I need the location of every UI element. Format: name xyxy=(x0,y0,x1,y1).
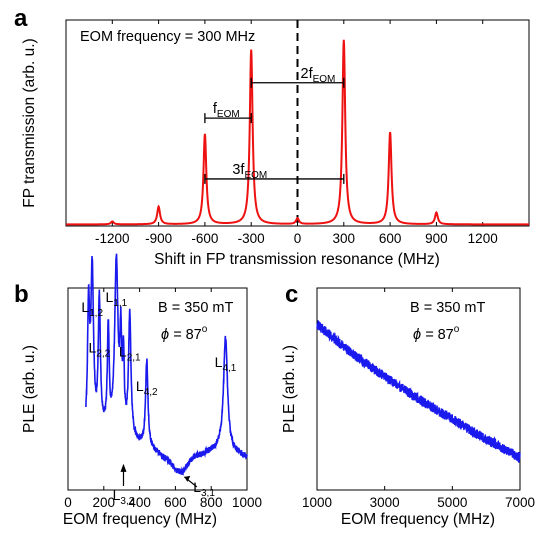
panel-a-xtick-label: -1200 xyxy=(95,231,130,246)
panel-b-peak-label: L3,1 xyxy=(193,479,215,499)
panel-a-xtick-label: -900 xyxy=(145,231,172,246)
panel-a-annotation: EOM frequency = 300 MHz xyxy=(80,29,255,45)
panel-b-angle: ϕ = 87o xyxy=(161,324,208,343)
panel-c-angle: ϕ = 87o xyxy=(413,324,460,343)
panel-b-xlabel: EOM frequency (MHz) xyxy=(63,511,217,528)
panel-b-ylabel: PLE (arb. u.) xyxy=(21,345,38,433)
panel-b-arrowhead-l31 xyxy=(184,475,191,482)
panel-b-xtick-label: 200 xyxy=(93,495,116,510)
panel-c-xtick-label: 7000 xyxy=(505,495,535,510)
panel-c-xtick-label: 3000 xyxy=(370,495,400,510)
panel-b-axes xyxy=(67,287,248,491)
panel-b-arrowhead-l32 xyxy=(120,463,127,472)
panel-a-xtick-label: 300 xyxy=(333,231,356,246)
panel-b-peak-label: L1,2 xyxy=(81,299,103,319)
panel-a-bracket-label: 3fEOM xyxy=(232,162,267,181)
panel-a-xlabel: Shift in FP transmission resonance (MHz) xyxy=(154,251,440,268)
panel-a-xtick-label: 1200 xyxy=(468,231,498,246)
panel-a-xtick-label: -300 xyxy=(238,231,265,246)
panel-c-xtick-label: 1000 xyxy=(302,495,332,510)
panel-a-letter: a xyxy=(14,5,28,32)
panel-a-xtick-label: -600 xyxy=(191,231,218,246)
panel-b-peak-labels: L1,2 L2,2 L1,1 L2,1 L4,2 L4,1 L3,2 L3,1 xyxy=(81,289,236,507)
panel-a-series-line xyxy=(66,39,529,226)
panel-c-field: B = 350 mT xyxy=(410,300,485,316)
panel-b-peak-label: L4,1 xyxy=(215,354,237,374)
panel-b-letter: b xyxy=(14,281,29,308)
panel-b-xtick-label: 0 xyxy=(64,495,72,510)
panel-c-letter: c xyxy=(285,281,298,308)
panel-a-ylabel: FP transmission (arb. u.) xyxy=(21,38,38,207)
panel-b-series-line xyxy=(85,253,248,476)
panel-b-xtick-label: 1000 xyxy=(232,495,262,510)
panel-c-series-line xyxy=(316,320,521,464)
panel-c-xticks: 1000 3000 5000 7000 xyxy=(302,288,535,510)
panel-b-peak-label: L2,1 xyxy=(119,344,141,364)
panel-a-xtick-label: 600 xyxy=(379,231,402,246)
panel-a-xtick-label: 0 xyxy=(294,231,302,246)
panel-b-field: B = 350 mT xyxy=(158,300,233,316)
panel-b-peak-label: L3,2 xyxy=(113,487,135,507)
panel-c-xtick-label: 5000 xyxy=(437,495,467,510)
panel-b-xtick-label: 600 xyxy=(164,495,187,510)
panel-b-xtick-label: 400 xyxy=(128,495,151,510)
panel-c-axes xyxy=(316,287,521,491)
panel-a-bracket-label: fEOM xyxy=(213,101,240,120)
panel-c-xlabel: EOM frequency (MHz) xyxy=(341,511,495,528)
panel-a-xtick-label: 900 xyxy=(425,231,448,246)
panel-c-ylabel: PLE (arb. u.) xyxy=(281,345,298,433)
panel-a-xticks: -1200 -900 -600 -300 0 300 600 900 1200 xyxy=(95,20,498,246)
panel-a-brackets: fEOM 2fEOM 3fEOM xyxy=(204,66,345,184)
panel-b-peak-label: L4,2 xyxy=(136,378,158,398)
panel-b-peak-label: L1,1 xyxy=(105,289,127,309)
panel-b-xticks: 0 200 400 600 800 1000 xyxy=(64,288,262,510)
panel-a-bracket-label: 2fEOM xyxy=(301,66,336,85)
panel-b-xtick-label: 800 xyxy=(200,495,223,510)
panel-b-peak-label: L2,2 xyxy=(88,340,110,360)
